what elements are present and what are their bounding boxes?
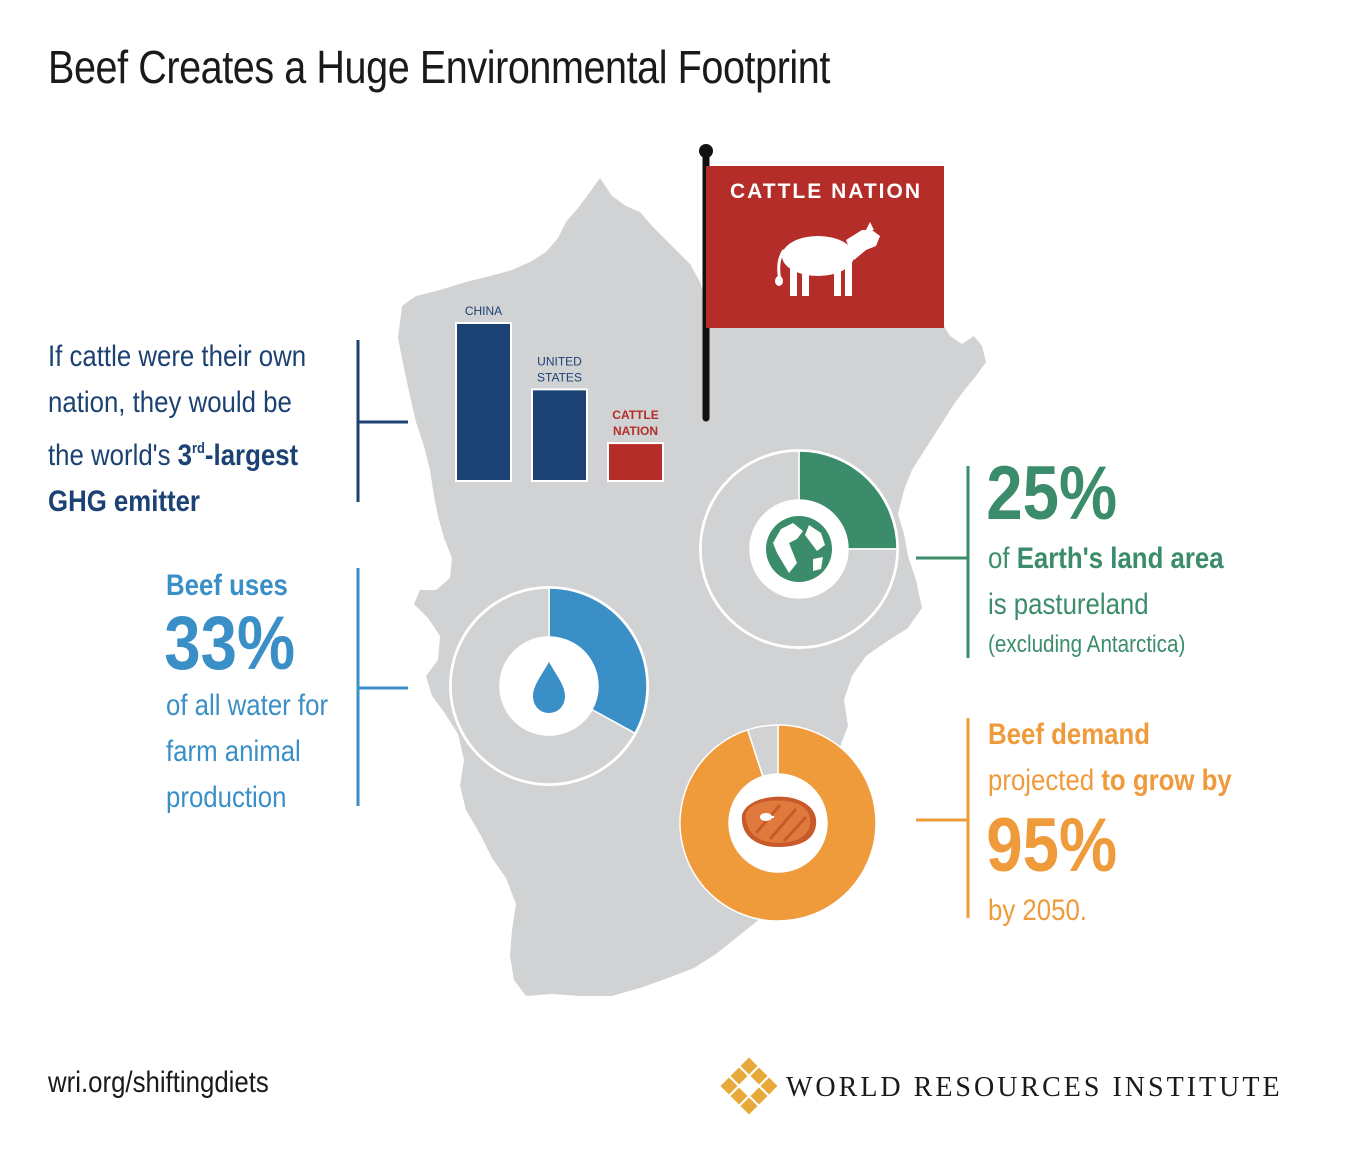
water-lead-label: Beef uses [166,569,288,602]
land-text: 25% of Earth's land area is pastureland … [986,451,1224,662]
land-line-2: is pastureland [988,588,1149,621]
ghg-line-2: nation, they would be [48,386,292,419]
land-bold: Earth's land area [1016,542,1224,575]
water-lead: Beef uses [166,563,328,609]
wri-logo-icon [720,1057,778,1115]
bar-united-states [531,388,588,482]
flag-pole-knob [699,144,713,158]
water-line-3: production [166,781,287,814]
land-value: 25% [986,451,1118,536]
beef-tail: by 2050. [988,894,1087,927]
beef-lead: Beef demand [988,712,1232,758]
bar-label: NATION [613,424,658,438]
org-name: WORLD RESOURCES INSTITUTE [786,1072,1283,1103]
ghg-rank-suffix: rd [192,440,205,457]
beef-bold: to grow by [1101,764,1232,797]
ghg-line-3: the world's 3rd-largest [48,426,306,479]
bar-label: CHINA [465,304,502,318]
beef-lead-label: Beef demand [988,718,1151,751]
water-line-1: of all water for [166,689,329,722]
ghg-emitter-label: GHG emitter [48,485,200,518]
ghg-line-4: GHG emitter [48,479,306,525]
land-pre: of [988,542,1017,575]
beef-pre: projected [988,764,1102,797]
source-url[interactable]: wri.org/shiftingdiets [48,1066,269,1099]
map-silhouette [398,178,986,996]
ghg-line-3-text: the world's [48,439,178,472]
water-drop-icon [533,662,565,713]
water-text: Beef uses 33% of all water for farm anim… [164,563,329,821]
page-title: Beef Creates a Huge Environmental Footpr… [48,41,830,93]
land-note: (excluding Antarctica) [988,631,1186,658]
land-line-1: of Earth's land area [988,536,1224,582]
cow-icon [775,222,880,296]
beef-text: Beef demand projected to grow by 95% by … [986,712,1232,934]
ghg-bar-chart: CHINA UNITED STATES CATTLE NATION [455,304,664,482]
ghg-rank-rest: -largest [204,439,299,472]
water-bracket [356,568,408,806]
water-line-2: farm animal [166,735,301,768]
bar-cattle-nation [607,442,664,482]
globe-icon [766,516,832,582]
bar-label: STATES [537,370,582,384]
ghg-bracket [356,340,408,502]
ghg-text: If cattle were their own nation, they wo… [48,334,306,525]
ghg-line-1: If cattle were their own [48,340,307,373]
water-value: 33% [164,601,296,686]
bar-label: CATTLE [612,408,658,422]
ghg-rank-number: 3 [177,439,193,472]
beef-line-2: projected to grow by [988,758,1232,804]
bar-label: UNITED [537,354,582,368]
steak-icon [741,796,817,847]
land-bracket [916,466,970,658]
flag-label: CATTLE NATION [730,180,922,203]
beef-value: 95% [986,803,1118,888]
bar-china [455,322,512,482]
beef-bracket [916,718,970,918]
